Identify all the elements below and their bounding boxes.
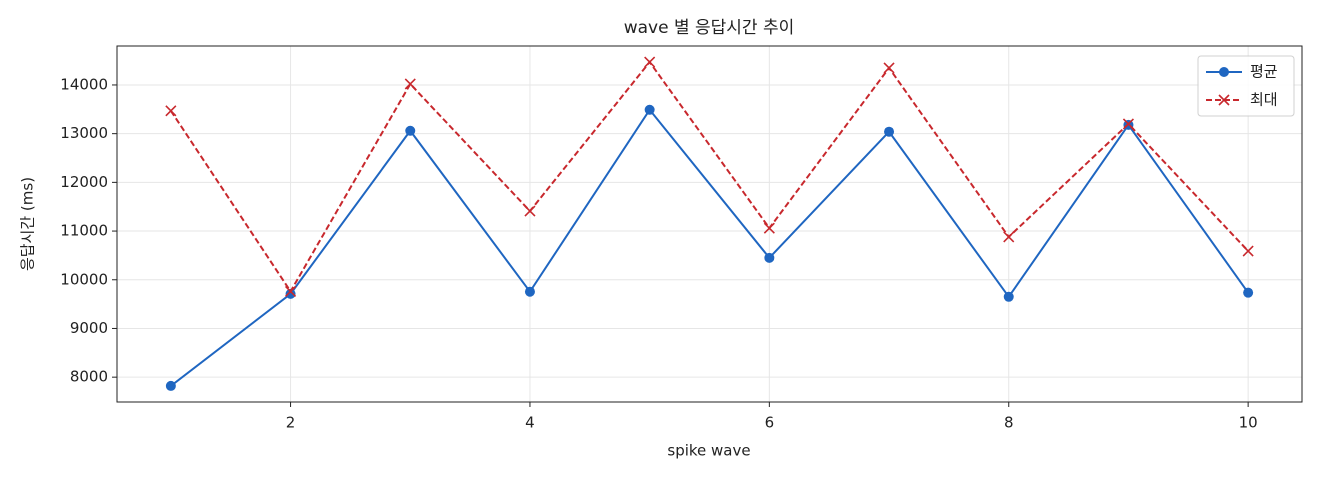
point — [1242, 245, 1254, 257]
legend-marker — [1218, 94, 1230, 106]
legend-marker — [1219, 67, 1229, 77]
point — [763, 222, 775, 234]
point — [1003, 231, 1015, 243]
point — [644, 56, 656, 68]
y-tick-label: 9000 — [70, 319, 108, 337]
legend-label: 최대 — [1250, 91, 1278, 109]
point — [1243, 287, 1254, 298]
legend-box — [1197, 55, 1295, 117]
point — [883, 62, 895, 74]
x-tick-label: 8 — [1004, 414, 1014, 432]
y-tick-label: 8000 — [70, 368, 108, 386]
point — [524, 286, 535, 297]
chart-title: wave 별 응답시간 추이 — [624, 18, 795, 38]
x-tick-label: 4 — [525, 414, 535, 432]
x-axis-label: spike wave — [667, 442, 750, 460]
plot-frame — [116, 45, 1303, 403]
point — [165, 380, 176, 391]
point — [405, 125, 416, 136]
point — [884, 126, 895, 137]
y-tick-label: 11000 — [60, 222, 108, 240]
point — [404, 78, 416, 90]
point — [284, 285, 297, 298]
point — [165, 105, 177, 117]
x-tick-label: 10 — [1239, 414, 1258, 432]
point — [644, 104, 655, 115]
point — [1003, 291, 1014, 302]
y-axis-label: 응답시간 (ms) — [19, 177, 37, 271]
point — [1122, 118, 1135, 130]
y-tick-label: 12000 — [60, 173, 108, 191]
series-line — [170, 60, 1249, 294]
point — [285, 288, 296, 299]
point — [524, 205, 536, 217]
y-tick-label: 13000 — [60, 124, 108, 142]
x-tick-label: 6 — [765, 414, 775, 432]
y-tick-label: 10000 — [60, 270, 108, 288]
series-line — [170, 108, 1249, 387]
x-tick-label: 2 — [286, 414, 296, 432]
y-tick-label: 14000 — [60, 75, 108, 93]
legend-label: 평균 — [1250, 63, 1278, 81]
point — [764, 252, 775, 263]
